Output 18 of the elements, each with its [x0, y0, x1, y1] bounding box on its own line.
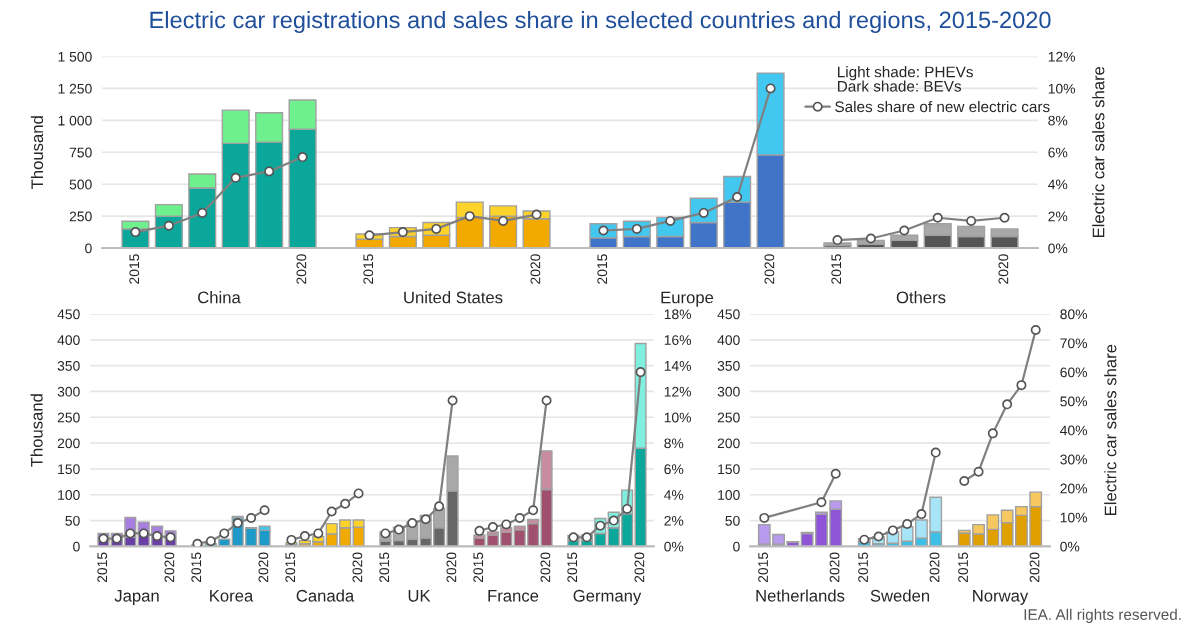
- text: UK: [408, 590, 431, 602]
- y2-axis-title: Electric car sales share: [1092, 66, 1105, 238]
- y-axis-title: Thousand: [30, 394, 43, 467]
- text: Germany: [573, 589, 642, 605]
- text: China: [198, 291, 241, 304]
- text: Japan: [114, 590, 159, 605]
- text: Norway: [973, 590, 1029, 605]
- chart-title: Electric car registrations and sales share in selected countries and regions, 2015-2020: [150, 10, 1051, 33]
- text: Korea: [210, 590, 254, 602]
- text: United States: [404, 291, 503, 304]
- y-axis-title: Thousand: [30, 116, 44, 189]
- text: Others: [896, 291, 946, 304]
- text: Netherlands: [756, 589, 845, 602]
- text: France: [488, 590, 539, 602]
- text: Europe: [661, 291, 714, 307]
- text: Sweden: [870, 589, 930, 602]
- y2-axis-title: Electric car sales share: [1104, 344, 1117, 515]
- text: Canada: [296, 589, 355, 602]
